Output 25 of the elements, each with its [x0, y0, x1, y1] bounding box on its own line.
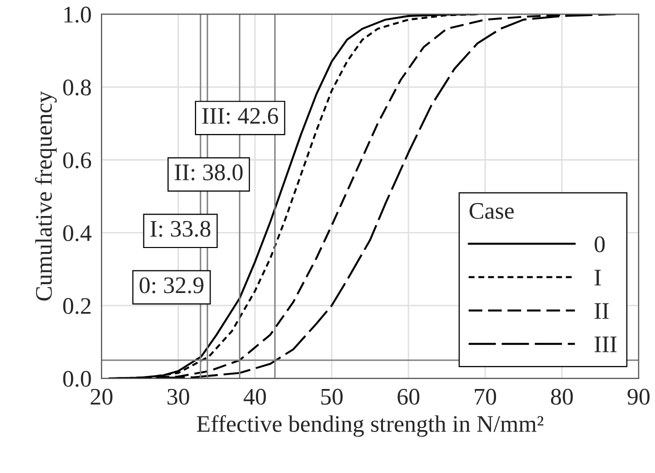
x-axis-title: Effective bending strength in N/mm²	[196, 415, 544, 437]
legend-label: 0	[594, 236, 605, 252]
x-tick-label: 20	[90, 388, 112, 405]
legend-label: II	[594, 303, 609, 319]
y-tick-label: 1.0	[64, 6, 91, 23]
x-tick-label: 90	[628, 388, 650, 405]
ref-line-label: II: 38.0	[174, 164, 243, 180]
x-tick-label: 70	[474, 388, 496, 405]
x-tick-label: 60	[398, 388, 420, 405]
ref-line-label: III: 42.6	[202, 108, 278, 124]
x-tick-label: 80	[550, 388, 573, 405]
legend-label: III	[594, 336, 617, 352]
x-tick-label: 30	[168, 388, 190, 405]
y-tick-label: 0.2	[63, 298, 90, 314]
legend-label: I	[594, 270, 601, 286]
ref-line-label: I: 33.8	[150, 220, 210, 237]
x-tick-label: 40	[244, 388, 266, 405]
ref-line-label: 0: 32.9	[140, 277, 204, 294]
y-axis-title: Cumulative frequency	[35, 91, 57, 301]
y-tick-label: 0.0	[63, 370, 91, 387]
y-tick-label: 0.8	[63, 80, 91, 96]
legend-title: Case	[470, 203, 514, 219]
y-tick-label: 0.6	[63, 152, 92, 168]
x-tick-label: 50	[321, 388, 343, 405]
y-tick-label: 0.4	[63, 225, 92, 242]
